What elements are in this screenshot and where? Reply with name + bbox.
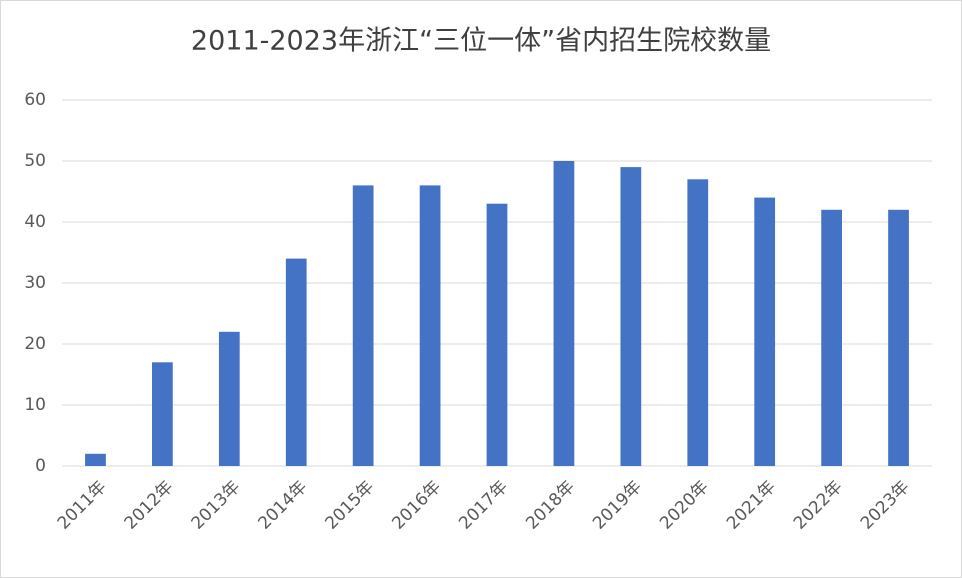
bar (821, 209, 842, 467)
bar (85, 453, 106, 466)
bar (352, 185, 374, 466)
bar (754, 197, 776, 466)
chart-title: 2011-2023年浙江“三位一体”省内招生院校数量 (191, 26, 771, 57)
bar (687, 179, 709, 467)
bar (553, 161, 575, 466)
bar (152, 362, 173, 466)
y-tick-label: 60 (24, 90, 46, 110)
y-tick-label: 30 (24, 273, 46, 293)
bar (486, 203, 508, 466)
y-tick-label: 0 (35, 456, 46, 476)
bar (888, 209, 909, 467)
y-tick-label: 40 (24, 212, 46, 232)
y-tick-label: 50 (24, 151, 46, 171)
bar (285, 258, 307, 466)
bar (620, 167, 642, 466)
y-tick-label: 10 (24, 395, 46, 415)
y-tick-label: 20 (24, 334, 46, 354)
bar (419, 185, 441, 466)
bar (218, 331, 240, 466)
